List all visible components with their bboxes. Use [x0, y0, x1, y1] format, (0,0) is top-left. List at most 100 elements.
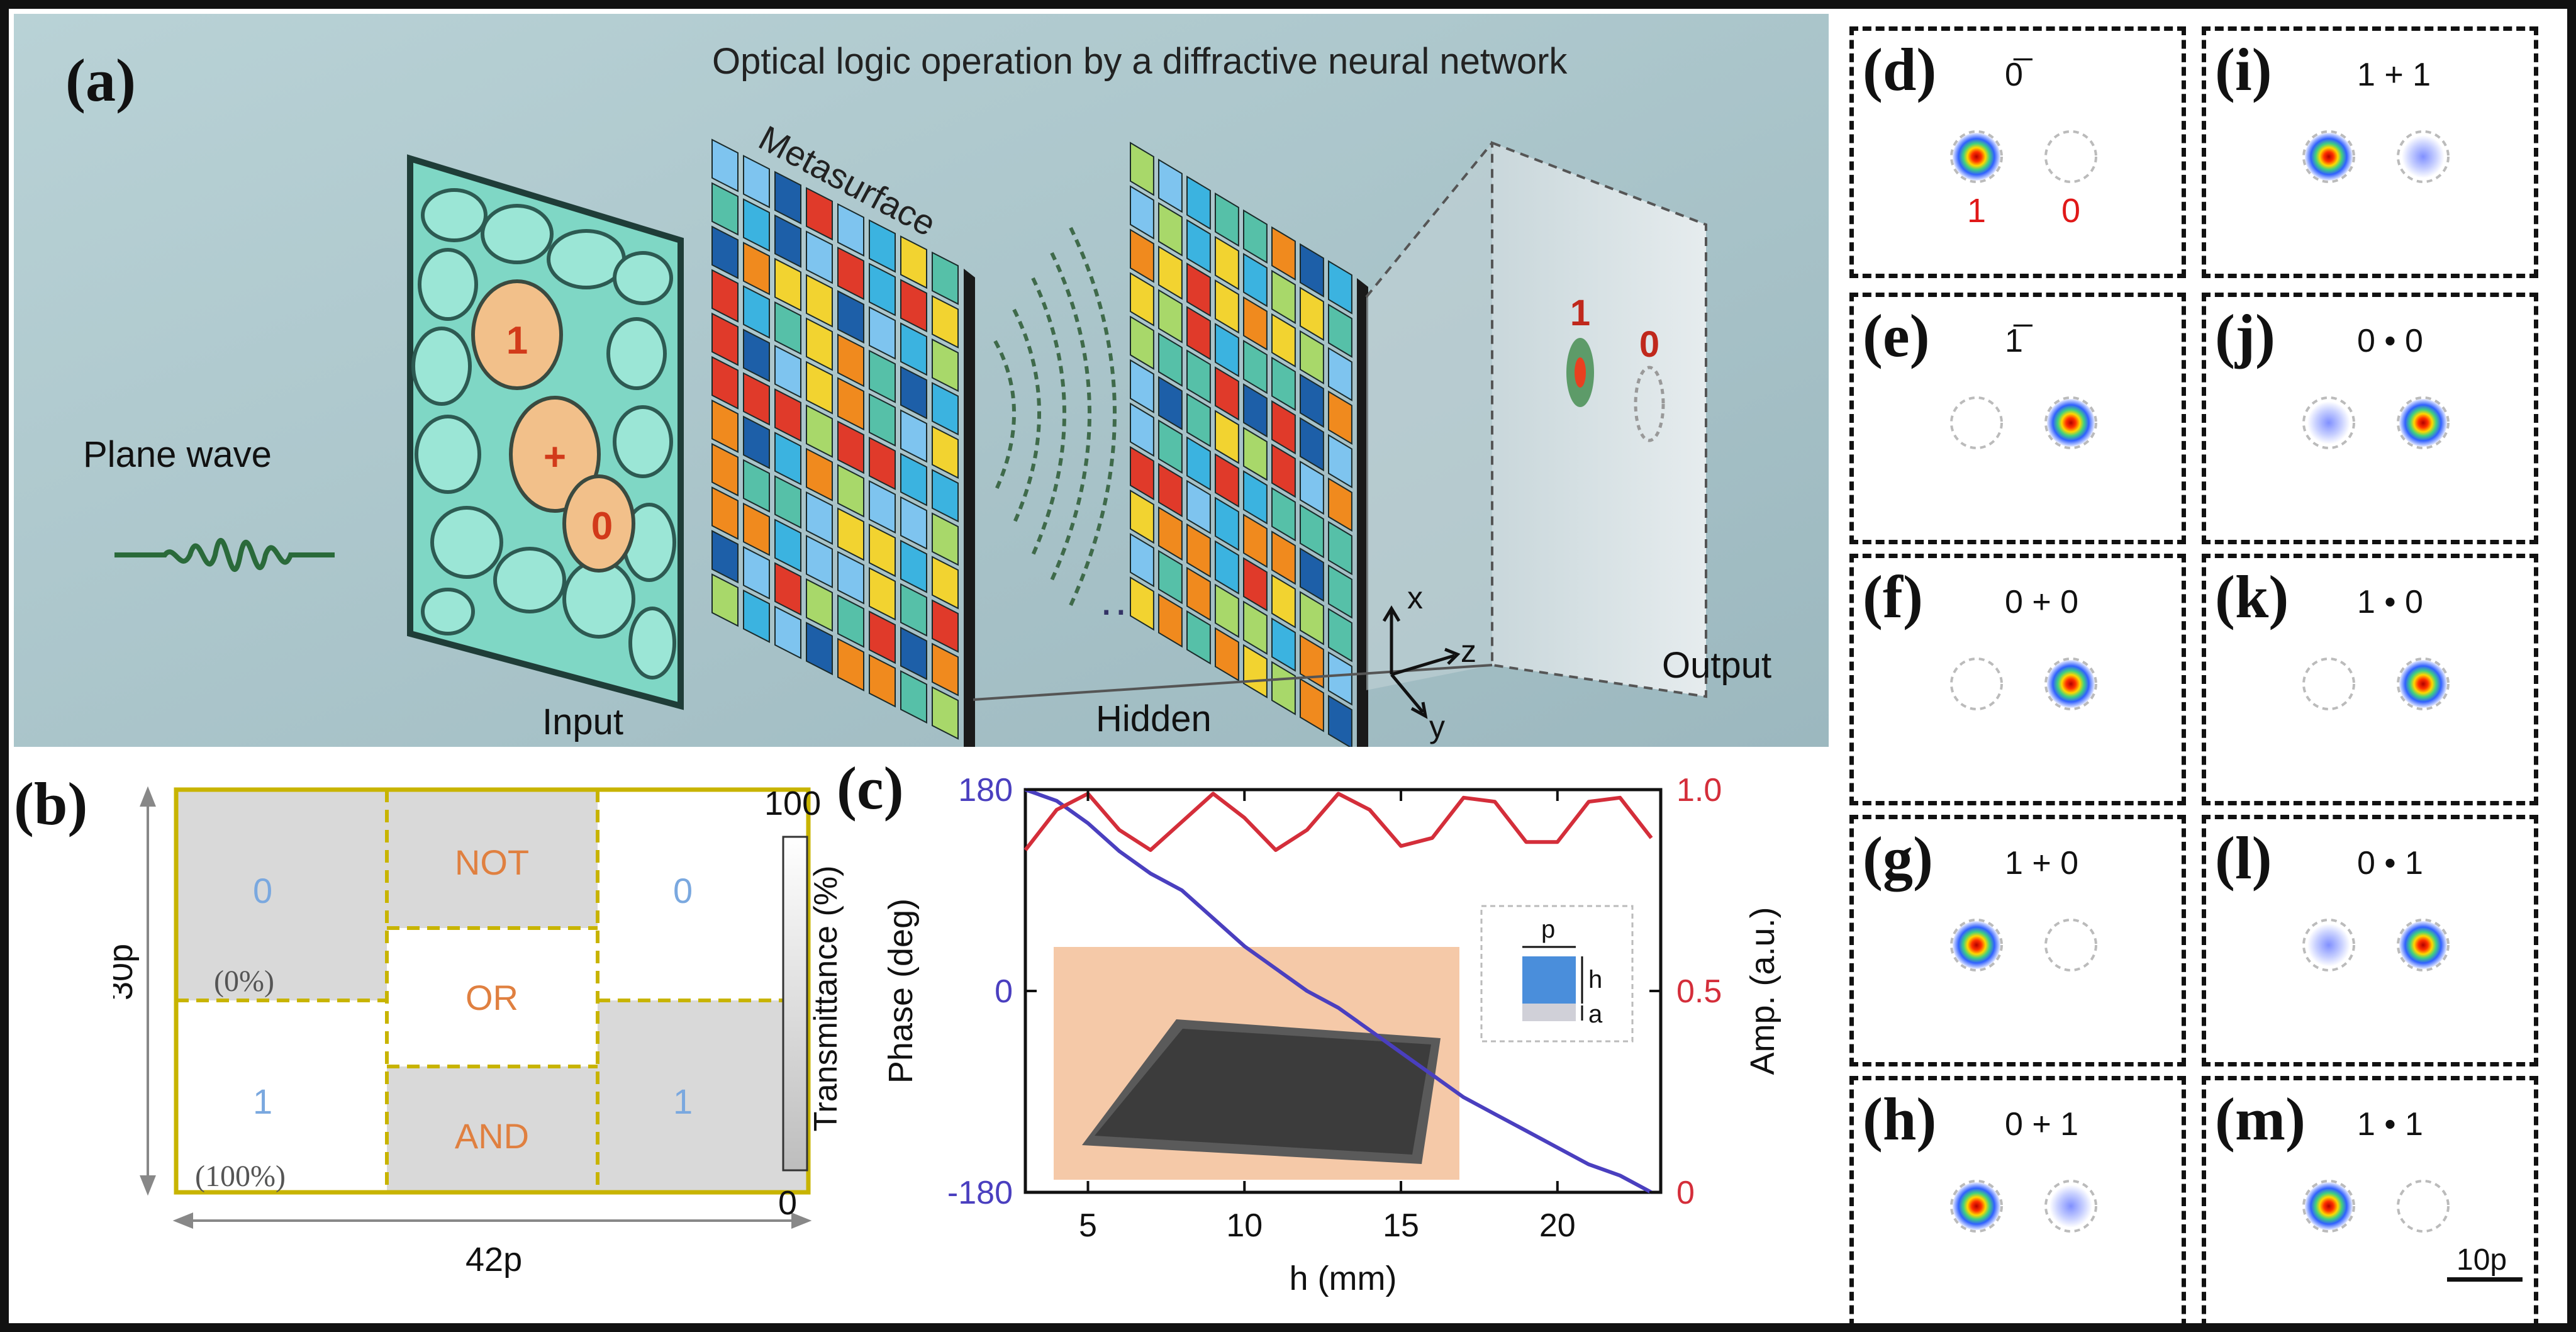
- output-panel-label: (l): [2215, 824, 2272, 892]
- input-plus: +: [544, 435, 566, 479]
- metasurface-cell: [1158, 202, 1183, 257]
- metasurface-cell: [743, 372, 770, 426]
- metasurface-cell: [869, 393, 896, 447]
- detector-ring: [2397, 919, 2450, 971]
- metasurface-cell: [1158, 332, 1183, 387]
- metasurface-cell: [900, 583, 927, 637]
- metasurface-cell: [1186, 219, 1211, 274]
- cell-digit-1-right: 1: [673, 1082, 693, 1121]
- detector-ring: [1950, 658, 2003, 710]
- width-label: 42p: [466, 1241, 522, 1279]
- metasurface-cell: [932, 512, 959, 566]
- metasurface-cell: [1186, 393, 1211, 447]
- detector-ring: [2044, 1180, 2097, 1233]
- output-panel-title: 1 • 1: [2357, 1106, 2423, 1143]
- metasurface-cell: [1243, 427, 1268, 481]
- output-panel-title: 0 + 0: [2005, 584, 2079, 620]
- metasurface-cell: [743, 546, 770, 600]
- focus-spot-bright: [2399, 660, 2447, 708]
- metasurface-cell: [1130, 402, 1154, 457]
- metasurface-cell: [900, 235, 927, 289]
- x-tick-label: 5: [1079, 1207, 1097, 1244]
- metasurface-cell: [743, 589, 770, 643]
- metasurface-cell: [1243, 252, 1268, 308]
- focus-spot-faint: [2049, 1185, 2092, 1228]
- metasurface-cell: [1130, 142, 1154, 196]
- metasurface-cell: [806, 447, 833, 501]
- metasurface-cell: [806, 187, 833, 241]
- series-phase: [1024, 788, 1653, 1194]
- focus-spot-bright: [1953, 921, 2000, 969]
- metasurface-cell: [837, 290, 864, 344]
- metasurface-cell: [711, 225, 739, 279]
- metasurface-cell: [932, 338, 959, 393]
- plane-wave-label: Plane wave: [83, 434, 272, 475]
- output-panel-title: 1 + 1: [2357, 57, 2431, 93]
- inset-p-label: p: [1541, 915, 1555, 943]
- cell-and-label: AND: [455, 1116, 529, 1156]
- output-panel: (l) 0 • 1: [2202, 815, 2538, 1066]
- metasurface-cell: [1271, 269, 1296, 325]
- detector-ring: [2044, 919, 2097, 971]
- detector-ring: [1950, 1180, 2003, 1233]
- metasurface-cell: [900, 279, 927, 333]
- output-panel-label: (e): [1863, 302, 1930, 369]
- metasurface-cell: [774, 344, 801, 399]
- metasurface-cell: [1328, 520, 1352, 576]
- metasurface-cell: [900, 539, 927, 593]
- output-panel: (f) 0 + 0: [1849, 554, 2186, 805]
- detector-ring: [1950, 130, 2003, 183]
- metasurface-cell: [1300, 591, 1324, 646]
- metasurface-cell: [869, 219, 896, 273]
- metasurface-cell: [743, 285, 770, 339]
- output-panel-label: (d): [1863, 36, 1937, 103]
- focus-spot-bright: [1953, 1182, 2000, 1230]
- metasurface-cell: [711, 573, 739, 627]
- detector-ring: [2397, 658, 2450, 710]
- output-panel-title: 1̅: [2005, 323, 2023, 359]
- metasurface-cell: [1300, 547, 1324, 602]
- cell-digit-0-left: 0: [253, 871, 272, 910]
- output-label: Output: [1662, 645, 1771, 686]
- input-label: Input: [542, 702, 623, 742]
- metasurface-edge: [1357, 278, 1368, 765]
- metasurface-cell: [1243, 600, 1268, 655]
- plane-wave-icon: [114, 537, 335, 573]
- metasurface-cell: [869, 567, 896, 621]
- detector-ring: [1950, 396, 2003, 449]
- metasurface-cell: [837, 203, 864, 257]
- output-panel-label: (i): [2215, 36, 2272, 103]
- output-panel: (m) 1 • 1: [2202, 1076, 2538, 1328]
- focus-spot-bright: [2305, 133, 2353, 181]
- metasurface-cell: [711, 486, 739, 540]
- metasurface-cell: [711, 443, 739, 497]
- metasurface-cell: [1243, 513, 1268, 568]
- inset-base: [1522, 1004, 1576, 1021]
- detector-ring: [1950, 919, 2003, 971]
- metasurface-cell: [1186, 523, 1211, 578]
- output-spot-dark: [1634, 366, 1665, 442]
- detector-bit-label: 1: [1967, 192, 1987, 230]
- height-label: 30p: [113, 944, 140, 1000]
- metasurface-cell: [1243, 470, 1268, 525]
- metasurface-cell: [806, 622, 833, 676]
- metasurface-cell: [900, 496, 927, 550]
- metasurface-cell: [1215, 192, 1239, 247]
- cell-dividers: [176, 790, 808, 1192]
- focus-spot-bright: [2399, 399, 2447, 447]
- focus-spot-faint: [2307, 924, 2350, 966]
- output-panel: (g) 1 + 0: [1849, 815, 2186, 1066]
- metasurface-edge: [964, 269, 975, 756]
- metasurface-cell: [1130, 489, 1154, 544]
- output-panel-label: (m): [2215, 1085, 2306, 1153]
- metasurface-cell: [774, 214, 801, 268]
- output-panel-title: 1 • 0: [2357, 584, 2423, 620]
- metasurface-cell: [1158, 159, 1183, 213]
- panel-c-label: (c): [837, 754, 904, 822]
- metasurface-cell: [1186, 306, 1211, 361]
- metasurface-cell: [1271, 226, 1296, 281]
- detector-ring: [2302, 658, 2355, 710]
- panel-a-label: (a): [65, 47, 136, 114]
- metasurface-cell: [837, 507, 864, 561]
- metasurface-cell: [1215, 410, 1239, 464]
